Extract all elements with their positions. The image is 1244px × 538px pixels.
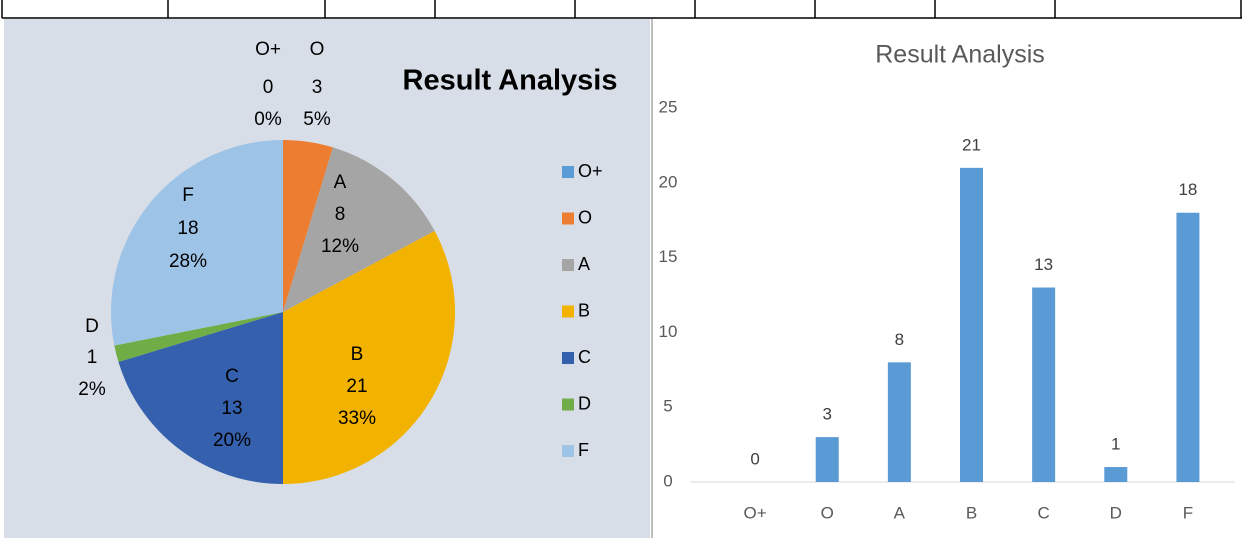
slice-category-label: B: [351, 344, 364, 365]
slice-percent-label: 33%: [338, 408, 376, 429]
bar-value-label: 21: [962, 135, 981, 154]
slice-percent-label: 20%: [213, 430, 251, 451]
bar-value-label: 3: [822, 405, 831, 424]
slice-percent-label: 2%: [78, 379, 106, 400]
y-tick-label: 25: [659, 97, 678, 116]
legend-label: D: [578, 393, 591, 413]
bar: [1104, 467, 1128, 482]
slice-percent-label: 12%: [321, 236, 359, 257]
bar-title: Result Analysis: [875, 41, 1045, 69]
y-tick-label: 5: [663, 397, 672, 416]
pie-slice: [114, 312, 283, 362]
slice-value-label: 13: [221, 398, 242, 419]
x-tick-label: B: [966, 503, 977, 522]
slice-category-label: D: [85, 316, 99, 337]
bar-value-label: 13: [1034, 255, 1053, 274]
legend-swatch: [562, 166, 574, 178]
bar-value-label: 8: [895, 330, 904, 349]
slice-value-label: 18: [177, 218, 198, 239]
bar: [1176, 212, 1200, 482]
bar: [887, 362, 911, 482]
bar: [1032, 287, 1056, 482]
table-strip: [1, 0, 1242, 19]
legend-label: B: [578, 300, 590, 320]
legend-swatch: [562, 305, 574, 318]
pie-slice: [118, 312, 283, 484]
x-tick-label: C: [1038, 503, 1050, 522]
bar: [960, 167, 983, 482]
y-tick-label: 20: [659, 172, 678, 191]
x-tick-label: F: [1183, 503, 1193, 522]
pie-title: Result Analysis: [403, 65, 618, 97]
legend-label: A: [578, 254, 590, 274]
bar: [815, 437, 839, 482]
bar-chart: 0 5 10 15 20 25 0 O+ 3 O 8 A 21 B 13 C 1 D 18 F: [659, 97, 1235, 522]
legend-swatch: [562, 445, 574, 457]
slice-category-label: O+: [255, 39, 281, 60]
slice-value-label: 0: [263, 77, 274, 98]
legend-label: F: [578, 440, 589, 460]
y-tick-label: 0: [663, 471, 672, 490]
pie-slice: [283, 230, 455, 484]
legend-swatch: [562, 212, 574, 225]
x-tick-label: D: [1110, 503, 1122, 522]
pie-slice: [283, 147, 435, 312]
slice-percent-label: 28%: [169, 251, 207, 272]
y-tick-label: 15: [659, 247, 678, 266]
bar-value-label: 0: [750, 449, 759, 468]
x-tick-label: O: [821, 503, 834, 522]
x-tick-label: O+: [743, 503, 766, 522]
slice-percent-label: 5%: [303, 109, 331, 130]
x-tick-label: A: [894, 503, 906, 522]
pie-chart: O+00%O+O35%OA812%AB2133%BC1320%CD12%DF18…: [78, 39, 603, 484]
pie-slice: [110, 140, 283, 346]
legend-swatch: [562, 259, 574, 271]
legend-swatch: [562, 398, 574, 411]
legend-label: O: [578, 207, 592, 227]
slice-value-label: 1: [87, 347, 98, 368]
y-tick-label: 10: [659, 322, 678, 341]
pie-slice: [283, 140, 333, 312]
bar-value-label: 1: [1111, 435, 1120, 454]
slice-category-label: C: [225, 366, 239, 387]
slice-category-label: A: [334, 172, 347, 193]
slice-percent-label: 0%: [254, 109, 282, 130]
slice-value-label: 8: [335, 204, 346, 225]
bar-value-label: 18: [1178, 180, 1197, 199]
slice-category-label: F: [182, 185, 194, 206]
slice-category-label: O: [310, 39, 325, 60]
legend-swatch: [562, 352, 574, 364]
slice-value-label: 21: [346, 376, 367, 397]
legend-label: C: [578, 347, 591, 367]
legend-label: O+: [578, 161, 603, 181]
slice-value-label: 3: [312, 77, 323, 98]
